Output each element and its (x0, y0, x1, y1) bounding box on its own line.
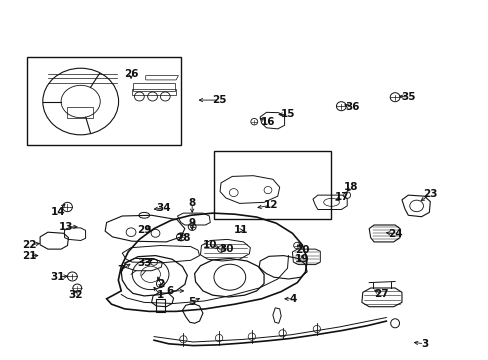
Text: 8: 8 (188, 198, 195, 208)
Text: 27: 27 (373, 289, 388, 300)
Text: 7: 7 (117, 265, 125, 275)
Bar (214, 151, 330, 219)
Text: 25: 25 (211, 95, 226, 105)
Text: 4: 4 (289, 294, 297, 304)
Bar (27, 57, 181, 145)
Text: 14: 14 (50, 207, 65, 217)
Text: 22: 22 (22, 240, 37, 250)
Bar (133, 83, 174, 91)
Text: 23: 23 (422, 189, 437, 199)
Text: 5: 5 (188, 297, 195, 307)
Bar (155, 299, 165, 312)
Text: 30: 30 (219, 244, 233, 255)
Text: 28: 28 (176, 233, 190, 243)
Text: 9: 9 (188, 218, 195, 228)
Text: 11: 11 (233, 225, 248, 235)
Text: 35: 35 (400, 92, 415, 102)
Text: 31: 31 (50, 272, 65, 282)
Text: 12: 12 (264, 200, 278, 210)
Text: 17: 17 (334, 192, 349, 202)
Text: 6: 6 (166, 286, 173, 296)
Text: 18: 18 (343, 182, 358, 192)
Bar (132, 89, 176, 95)
Text: 32: 32 (68, 290, 83, 300)
Text: 20: 20 (294, 245, 309, 255)
Text: 21: 21 (22, 251, 37, 261)
Bar (67, 107, 93, 118)
Text: 10: 10 (203, 240, 217, 250)
Text: 29: 29 (137, 225, 151, 235)
Text: 24: 24 (387, 229, 402, 239)
Text: 16: 16 (260, 117, 275, 127)
Text: 1: 1 (157, 290, 163, 300)
Text: 15: 15 (281, 109, 295, 120)
Text: 26: 26 (123, 69, 138, 79)
Text: 3: 3 (420, 339, 427, 349)
Text: 34: 34 (156, 203, 171, 213)
Text: 33: 33 (137, 258, 151, 268)
Text: 36: 36 (344, 102, 359, 112)
Text: 13: 13 (59, 222, 73, 232)
Text: 19: 19 (294, 254, 309, 264)
Text: 2: 2 (157, 279, 163, 289)
